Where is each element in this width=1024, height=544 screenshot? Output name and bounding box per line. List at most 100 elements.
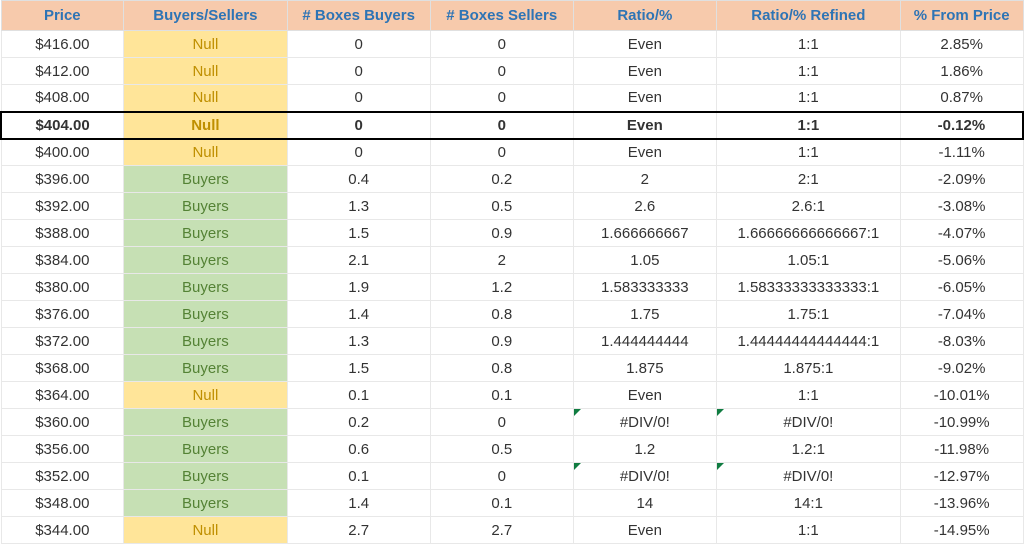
cell-boxes-sellers: 2 bbox=[430, 247, 573, 274]
cell-boxes-sellers: 0.1 bbox=[430, 382, 573, 409]
table-row: $380.00Buyers1.91.21.5833333331.58333333… bbox=[1, 274, 1023, 301]
cell-price: $392.00 bbox=[1, 193, 124, 220]
cell-buyers-sellers: Buyers bbox=[124, 355, 288, 382]
cell-buyers-sellers: Buyers bbox=[124, 409, 288, 436]
cell-boxes-sellers: 0 bbox=[430, 112, 573, 139]
col-header-price: Price bbox=[1, 1, 124, 31]
cell-boxes-sellers: 2.7 bbox=[430, 517, 573, 544]
cell-boxes-buyers: 0 bbox=[287, 139, 430, 166]
cell-buyers-sellers: Null bbox=[124, 517, 288, 544]
cell-ratio: Even bbox=[573, 85, 716, 112]
cell-from-price: -2.09% bbox=[900, 166, 1023, 193]
cell-boxes-sellers: 0.1 bbox=[430, 490, 573, 517]
cell-ratio: 2 bbox=[573, 166, 716, 193]
cell-buyers-sellers: Buyers bbox=[124, 274, 288, 301]
cell-buyers-sellers: Null bbox=[124, 58, 288, 85]
cell-boxes-buyers: 0.1 bbox=[287, 382, 430, 409]
cell-price: $388.00 bbox=[1, 220, 124, 247]
cell-ratio-refined: 1.44444444444444:1 bbox=[716, 328, 900, 355]
cell-boxes-buyers: 1.5 bbox=[287, 220, 430, 247]
cell-from-price: 0.87% bbox=[900, 85, 1023, 112]
price-table: Price Buyers/Sellers # Boxes Buyers # Bo… bbox=[0, 0, 1024, 544]
table-row: $404.00Null00Even1:1-0.12% bbox=[1, 112, 1023, 139]
cell-from-price: -3.08% bbox=[900, 193, 1023, 220]
cell-ratio-refined: 1.75:1 bbox=[716, 301, 900, 328]
cell-boxes-buyers: 0 bbox=[287, 85, 430, 112]
cell-from-price: 2.85% bbox=[900, 31, 1023, 58]
cell-price: $416.00 bbox=[1, 31, 124, 58]
cell-price: $344.00 bbox=[1, 517, 124, 544]
table-row: $396.00Buyers0.40.222:1-2.09% bbox=[1, 166, 1023, 193]
cell-ratio-refined: 1.2:1 bbox=[716, 436, 900, 463]
cell-ratio: 1.2 bbox=[573, 436, 716, 463]
cell-from-price: -6.05% bbox=[900, 274, 1023, 301]
cell-price: $368.00 bbox=[1, 355, 124, 382]
table-row: $364.00Null0.10.1Even1:1-10.01% bbox=[1, 382, 1023, 409]
cell-ratio-refined: 1.875:1 bbox=[716, 355, 900, 382]
cell-boxes-sellers: 0.5 bbox=[430, 436, 573, 463]
cell-boxes-sellers: 0.5 bbox=[430, 193, 573, 220]
error-marker-icon bbox=[717, 463, 724, 470]
table-row: $408.00Null00Even1:10.87% bbox=[1, 85, 1023, 112]
col-header-ratio: Ratio/% bbox=[573, 1, 716, 31]
cell-from-price: -12.97% bbox=[900, 463, 1023, 490]
table-row: $360.00Buyers0.20#DIV/0!#DIV/0!-10.99% bbox=[1, 409, 1023, 436]
cell-buyers-sellers: Null bbox=[124, 85, 288, 112]
cell-boxes-sellers: 0 bbox=[430, 85, 573, 112]
cell-boxes-sellers: 1.2 bbox=[430, 274, 573, 301]
cell-from-price: -13.96% bbox=[900, 490, 1023, 517]
cell-boxes-sellers: 0 bbox=[430, 31, 573, 58]
col-header-buyers-sellers: Buyers/Sellers bbox=[124, 1, 288, 31]
cell-ratio: Even bbox=[573, 382, 716, 409]
table-row: $368.00Buyers1.50.81.8751.875:1-9.02% bbox=[1, 355, 1023, 382]
cell-from-price: -5.06% bbox=[900, 247, 1023, 274]
cell-boxes-buyers: 2.1 bbox=[287, 247, 430, 274]
cell-ratio-refined: 1:1 bbox=[716, 112, 900, 139]
cell-from-price: -8.03% bbox=[900, 328, 1023, 355]
cell-buyers-sellers: Null bbox=[124, 112, 288, 139]
cell-boxes-buyers: 1.9 bbox=[287, 274, 430, 301]
cell-price: $380.00 bbox=[1, 274, 124, 301]
table-row: $352.00Buyers0.10#DIV/0!#DIV/0!-12.97% bbox=[1, 463, 1023, 490]
cell-ratio: 14 bbox=[573, 490, 716, 517]
cell-from-price: -9.02% bbox=[900, 355, 1023, 382]
cell-buyers-sellers: Buyers bbox=[124, 220, 288, 247]
table-row: $344.00Null2.72.7Even1:1-14.95% bbox=[1, 517, 1023, 544]
cell-buyers-sellers: Buyers bbox=[124, 436, 288, 463]
cell-ratio: 2.6 bbox=[573, 193, 716, 220]
cell-ratio: 1.05 bbox=[573, 247, 716, 274]
col-header-boxes-buyers: # Boxes Buyers bbox=[287, 1, 430, 31]
cell-boxes-sellers: 0 bbox=[430, 409, 573, 436]
cell-ratio: 1.75 bbox=[573, 301, 716, 328]
cell-ratio-refined: #DIV/0! bbox=[716, 463, 900, 490]
table-row: $372.00Buyers1.30.91.4444444441.44444444… bbox=[1, 328, 1023, 355]
cell-price: $404.00 bbox=[1, 112, 124, 139]
cell-price: $352.00 bbox=[1, 463, 124, 490]
cell-price: $364.00 bbox=[1, 382, 124, 409]
cell-boxes-sellers: 0 bbox=[430, 463, 573, 490]
table-row: $384.00Buyers2.121.051.05:1-5.06% bbox=[1, 247, 1023, 274]
cell-ratio-refined: 1:1 bbox=[716, 139, 900, 166]
cell-boxes-sellers: 0.8 bbox=[430, 301, 573, 328]
cell-boxes-sellers: 0.9 bbox=[430, 328, 573, 355]
cell-ratio: Even bbox=[573, 517, 716, 544]
cell-boxes-buyers: 0 bbox=[287, 112, 430, 139]
cell-ratio-refined: 1:1 bbox=[716, 517, 900, 544]
cell-buyers-sellers: Null bbox=[124, 31, 288, 58]
cell-price: $396.00 bbox=[1, 166, 124, 193]
cell-ratio: #DIV/0! bbox=[573, 409, 716, 436]
cell-from-price: -11.98% bbox=[900, 436, 1023, 463]
cell-boxes-sellers: 0.9 bbox=[430, 220, 573, 247]
cell-ratio-refined: 1:1 bbox=[716, 58, 900, 85]
col-header-ratio-refined: Ratio/% Refined bbox=[716, 1, 900, 31]
cell-buyers-sellers: Buyers bbox=[124, 463, 288, 490]
cell-price: $376.00 bbox=[1, 301, 124, 328]
cell-ratio: 1.444444444 bbox=[573, 328, 716, 355]
cell-from-price: -1.11% bbox=[900, 139, 1023, 166]
table-row: $392.00Buyers1.30.52.62.6:1-3.08% bbox=[1, 193, 1023, 220]
cell-ratio-refined: 1:1 bbox=[716, 85, 900, 112]
cell-ratio-refined: 1:1 bbox=[716, 382, 900, 409]
cell-buyers-sellers: Buyers bbox=[124, 193, 288, 220]
cell-price: $384.00 bbox=[1, 247, 124, 274]
cell-ratio: Even bbox=[573, 139, 716, 166]
